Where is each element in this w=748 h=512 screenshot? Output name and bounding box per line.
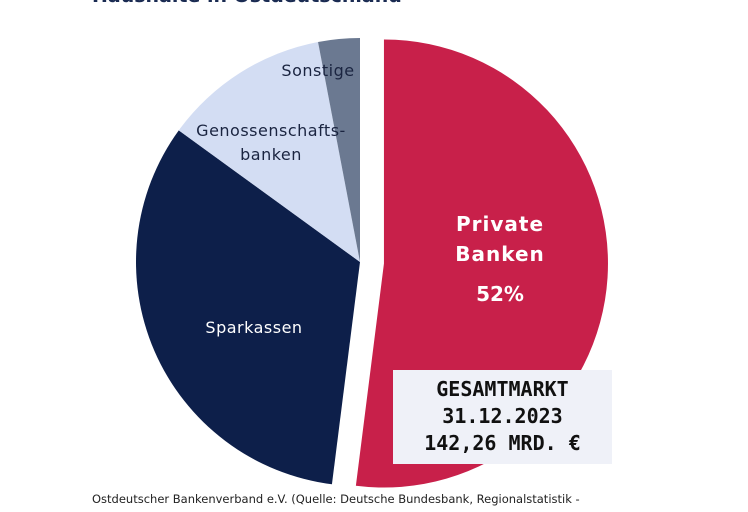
slice-label-sonstige: Sonstige [281, 61, 354, 80]
slice-value-private-banken: 52% [476, 282, 524, 306]
pie-slice-sparkassen [136, 130, 360, 485]
title-line-2: Haushalte in Ostdeutschland [92, 0, 402, 9]
total-market-label: GESAMTMARKT [436, 377, 569, 401]
total-market-date: 31.12.2023 [442, 404, 563, 428]
total-market-box: GESAMTMARKT 31.12.2023 142,26 MRD. € [393, 370, 612, 464]
slice-label-private-banken-line-2: Banken [455, 242, 545, 266]
page-title: Haushalte in Ostdeutschland [92, 0, 402, 9]
pie-slice-sonstige [318, 38, 360, 262]
slice-label-sparkassen: Sparkassen [205, 318, 302, 337]
pie-slice-genossenschafts-banken [178, 41, 360, 262]
source-note: Ostdeutscher Bankenverband e.V. (Quelle:… [92, 492, 580, 506]
slice-label-genossenschaftsbanken-line-1: Genossenschafts- [196, 121, 346, 140]
slice-label-private-banken-line-1: Private [456, 212, 544, 236]
slice-label-genossenschaftsbanken-line-2: banken [240, 145, 302, 164]
total-market-amount: 142,26 MRD. € [424, 431, 581, 455]
